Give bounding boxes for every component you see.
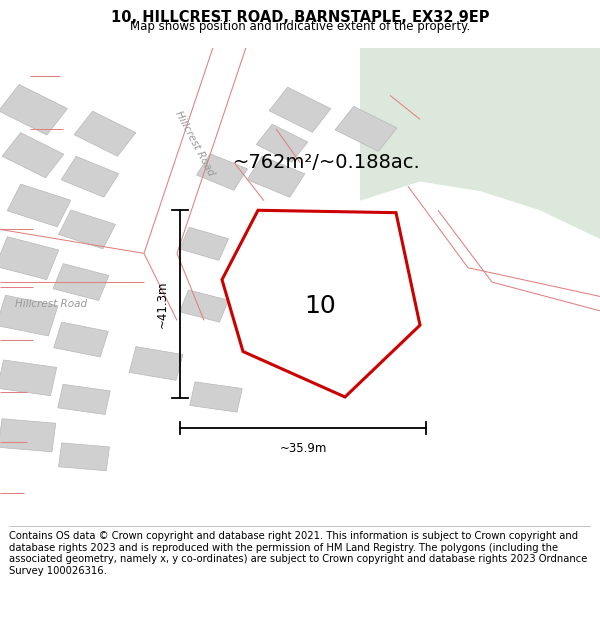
- Bar: [256, 124, 308, 162]
- Bar: [0, 295, 58, 336]
- Bar: [190, 382, 242, 412]
- Text: 10: 10: [304, 294, 336, 318]
- Bar: [196, 154, 248, 190]
- Bar: [59, 210, 115, 249]
- Bar: [54, 322, 108, 357]
- Bar: [129, 347, 183, 381]
- Text: 10, HILLCREST ROAD, BARNSTAPLE, EX32 9EP: 10, HILLCREST ROAD, BARNSTAPLE, EX32 9EP: [111, 11, 489, 26]
- Bar: [74, 111, 136, 156]
- Bar: [0, 360, 57, 396]
- Text: ~41.3m: ~41.3m: [156, 281, 169, 328]
- Bar: [247, 156, 305, 197]
- Bar: [335, 106, 397, 151]
- Bar: [0, 419, 56, 452]
- Bar: [53, 264, 109, 301]
- Bar: [2, 132, 64, 178]
- Polygon shape: [360, 48, 600, 239]
- Bar: [269, 87, 331, 132]
- Bar: [7, 184, 71, 227]
- Bar: [0, 84, 68, 135]
- Bar: [0, 237, 59, 279]
- Bar: [58, 384, 110, 414]
- Text: Hillcrest Road: Hillcrest Road: [173, 109, 217, 177]
- Text: ~762m²/~0.188ac.: ~762m²/~0.188ac.: [233, 153, 421, 172]
- Bar: [179, 290, 229, 322]
- Text: Contains OS data © Crown copyright and database right 2021. This information is : Contains OS data © Crown copyright and d…: [9, 531, 587, 576]
- Bar: [61, 156, 119, 197]
- Text: Map shows position and indicative extent of the property.: Map shows position and indicative extent…: [130, 20, 470, 33]
- Text: Hillcrest Road: Hillcrest Road: [15, 299, 87, 309]
- Bar: [59, 443, 109, 471]
- Text: ~35.9m: ~35.9m: [280, 441, 326, 454]
- Bar: [179, 228, 229, 261]
